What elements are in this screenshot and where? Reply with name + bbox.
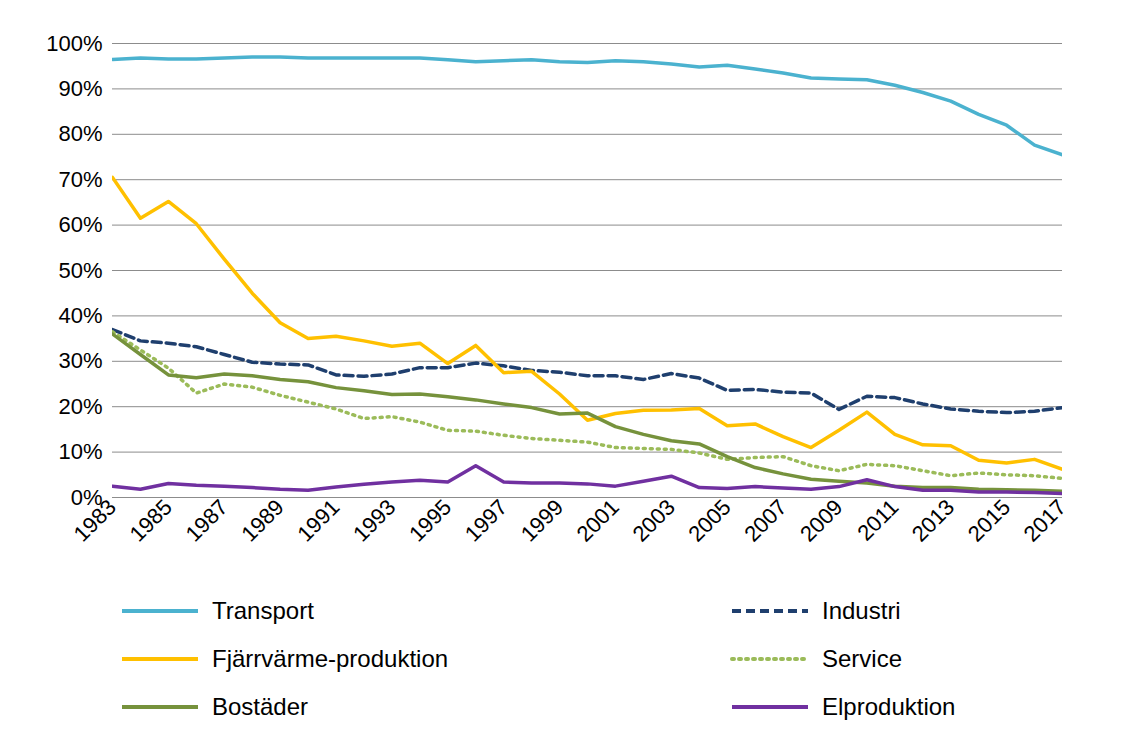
svg-text:1993: 1993 bbox=[348, 494, 400, 546]
svg-text:1991: 1991 bbox=[292, 494, 344, 546]
svg-text:1989: 1989 bbox=[236, 494, 288, 546]
html-text:Fjärrvärme-produktion: Fjärrvärme-produktion bbox=[212, 645, 449, 672]
svg-text:1985: 1985 bbox=[125, 494, 177, 546]
svg-text:30%: 30% bbox=[58, 348, 102, 373]
svg-text:1999: 1999 bbox=[516, 494, 568, 546]
svg-text:2001: 2001 bbox=[572, 494, 624, 546]
svg-text:2003: 2003 bbox=[628, 494, 680, 546]
html-text:Bostäder: Bostäder bbox=[212, 693, 309, 720]
svg-text:20%: 20% bbox=[58, 394, 102, 419]
svg-text:2015: 2015 bbox=[963, 494, 1015, 546]
svg-text:60%: 60% bbox=[58, 212, 102, 237]
svg-text:2017: 2017 bbox=[1019, 494, 1071, 546]
svg-text:1997: 1997 bbox=[460, 494, 512, 546]
svg-text:70%: 70% bbox=[58, 167, 102, 192]
html-text:Industri: Industri bbox=[822, 597, 901, 624]
svg-text:2007: 2007 bbox=[739, 494, 791, 546]
html-text:Service: Service bbox=[822, 645, 902, 672]
svg-text:1995: 1995 bbox=[404, 494, 456, 546]
svg-text:100%: 100% bbox=[46, 31, 102, 56]
svg-text:10%: 10% bbox=[58, 439, 102, 464]
svg-text:2011: 2011 bbox=[852, 494, 903, 545]
svg-text:1983: 1983 bbox=[69, 494, 121, 546]
html-text:Elproduktion: Elproduktion bbox=[822, 693, 956, 720]
svg-text:2005: 2005 bbox=[683, 494, 735, 546]
svg-text:0%: 0% bbox=[70, 484, 103, 510]
svg-text:80%: 80% bbox=[58, 121, 102, 146]
svg-text:40%: 40% bbox=[58, 303, 102, 328]
html-text:Transport: Transport bbox=[212, 597, 314, 624]
svg-text:1987: 1987 bbox=[180, 494, 232, 546]
svg-text:50%: 50% bbox=[58, 258, 102, 283]
svg-text:2013: 2013 bbox=[907, 494, 959, 546]
svg-text:90%: 90% bbox=[58, 76, 102, 101]
svg-text:2009: 2009 bbox=[795, 494, 847, 546]
